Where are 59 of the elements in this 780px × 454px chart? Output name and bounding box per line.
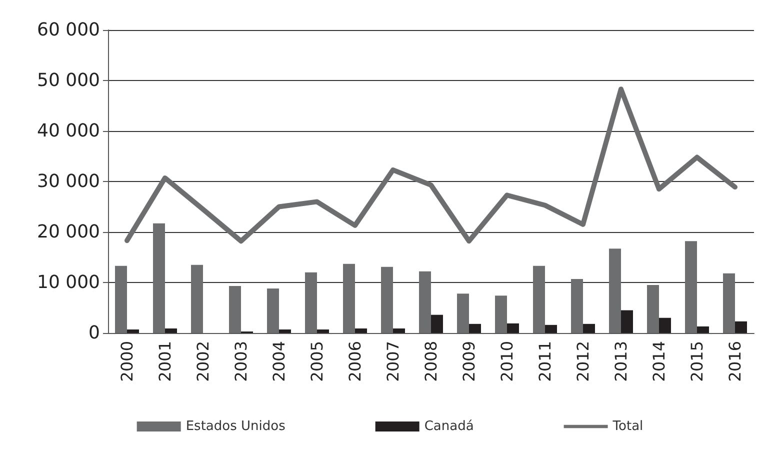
bar [533, 266, 545, 333]
bar [153, 223, 165, 333]
bar [343, 264, 355, 333]
x-tick-label: 2005 [308, 341, 326, 382]
bar [659, 318, 671, 333]
bar [431, 314, 443, 333]
y-tick-label: 40 000 [37, 120, 100, 142]
bar [685, 241, 697, 333]
x-tick-label: 2006 [346, 341, 364, 382]
bar [457, 294, 469, 333]
x-tick-label: 2002 [194, 341, 212, 382]
x-tick-label: 2000 [118, 341, 136, 382]
y-tick-label: 50 000 [37, 70, 100, 91]
bar [609, 248, 621, 333]
y-tick-label: 60 000 [37, 20, 100, 40]
x-tick-label: 2003 [232, 341, 250, 382]
bar [229, 286, 241, 333]
y-tick-label: 30 000 [37, 171, 100, 192]
x-tick-label: 2010 [498, 341, 516, 382]
bar [545, 324, 557, 333]
x-tick-label: 2007 [384, 341, 402, 382]
bar [735, 321, 747, 333]
legend-label: Estados Unidos [186, 419, 286, 434]
bar [267, 288, 279, 333]
x-tick-label: 2008 [422, 341, 440, 382]
bar [495, 296, 507, 333]
bar [127, 329, 139, 333]
bar [571, 278, 583, 333]
bar [621, 310, 633, 333]
y-tick-label: 20 000 [37, 222, 100, 242]
bar [419, 271, 431, 333]
bar [697, 326, 709, 333]
x-tick-label: 2012 [574, 341, 592, 382]
y-tick-label: 0 [88, 322, 100, 344]
bar [723, 273, 735, 333]
x-tick-label: 2015 [688, 341, 706, 382]
legend-label: Canadá [424, 419, 474, 434]
y-tick-label: 10 000 [37, 272, 100, 293]
bar [583, 324, 595, 333]
bar [507, 323, 519, 333]
x-tick-label: 2016 [726, 341, 744, 382]
bar [279, 329, 291, 333]
bar [305, 272, 317, 333]
bar [381, 266, 393, 333]
bar [191, 264, 203, 333]
x-tick-label: 2014 [650, 341, 668, 382]
x-tick-label: 2011 [536, 341, 554, 382]
bar [165, 328, 177, 333]
x-tick-label: 2001 [156, 341, 174, 382]
bar [469, 324, 481, 333]
x-tick-label: 2013 [612, 341, 630, 382]
x-tick-label: 2004 [270, 341, 288, 382]
bar [317, 329, 329, 333]
x-tick-label: 2009 [460, 341, 478, 382]
bar [115, 266, 127, 333]
legend-label: Total [612, 419, 644, 434]
bar [647, 285, 659, 333]
bar [393, 328, 405, 333]
bar [355, 328, 367, 333]
